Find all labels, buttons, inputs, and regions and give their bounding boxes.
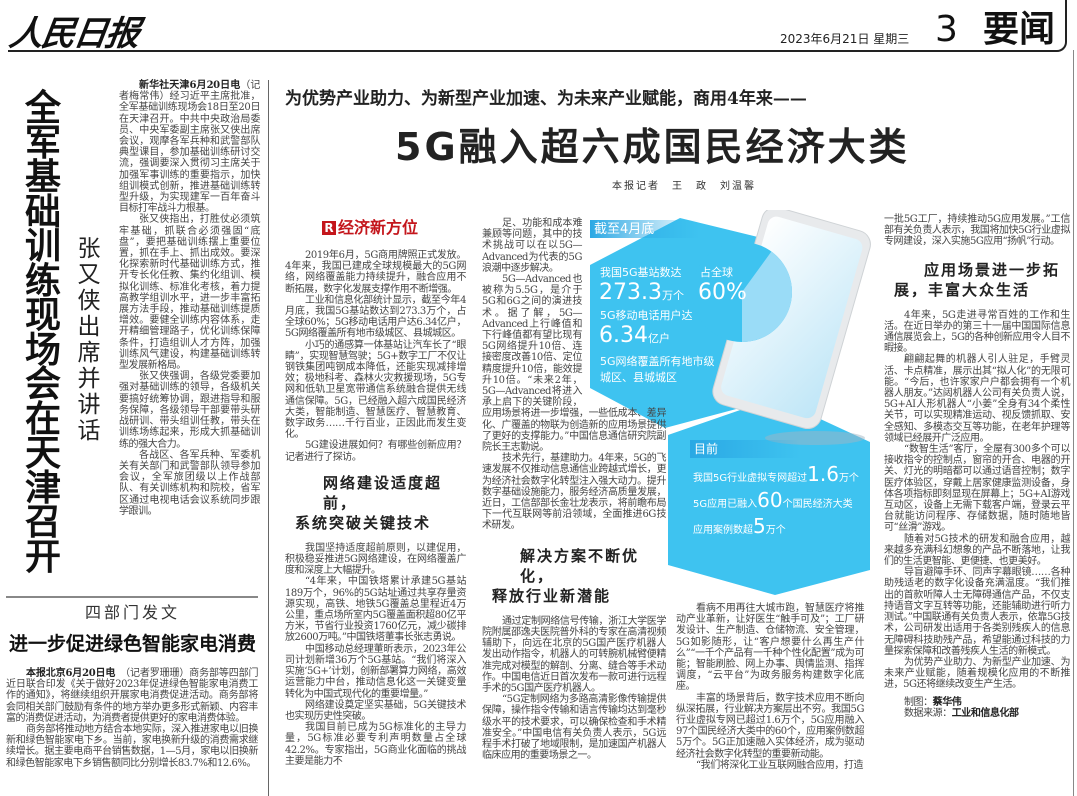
col2b-body: 通过定制网络信号传输，浙江大学医学院附属邵逸夫医院普外科的专家在高清视频辅助下，… bbox=[482, 615, 666, 762]
left-headline: 全军基础训练现场会在天津召开 bbox=[24, 88, 61, 578]
col1b-body: 我国坚持适度超前原则，以建促用，积极稳妥推进5G网络建设，在网络覆盖广度和深度上… bbox=[285, 542, 466, 767]
col2-body: 足、功能和成本难兼顾等问题，其中的技术挑战可以在以5G—Advanced为代表的… bbox=[482, 218, 666, 532]
stat1: 273.3万个 bbox=[599, 280, 684, 305]
column-1: R 经济新方位 2019年6月，5G商用牌照正式发放。4年来，我国已建成全球规模最… bbox=[285, 218, 466, 767]
bottom-headline: 进一步促进绿色智能家电消费 bbox=[8, 633, 256, 655]
section-name: 要闻 bbox=[983, 9, 1056, 50]
section-heading-3: 应用场景进一步拓 展，丰富大众生活 bbox=[894, 260, 1061, 299]
bottom-label-bar bbox=[690, 440, 800, 458]
paragraph: 张又侠指出，打胜仗必须筑牢基础，抓联合必须强固“底盘”，要把基础训练摆上重要位置… bbox=[119, 214, 260, 372]
page-number: 3 bbox=[935, 9, 958, 50]
divider bbox=[6, 596, 258, 598]
col4a-body: 一批5G工厂，持续推动5G应用发展。”工信部有关负责人表示，我国将加快5G行业虚… bbox=[884, 214, 1070, 248]
current-stat-3: 应用案例数超5万个 bbox=[693, 514, 786, 538]
column-label: R 经济新方位 bbox=[322, 218, 466, 238]
column-2: 足、功能和成本难兼顾等问题，其中的技术挑战可以在以5G—Advanced为代表的… bbox=[482, 218, 666, 761]
pie-slice-remainder bbox=[742, 251, 792, 342]
left-article-body: 新华社天津6月20日电（记者梅常伟）经习近平主席批准，全军基础训练现场会18日至… bbox=[119, 80, 260, 517]
column-divider bbox=[268, 80, 269, 796]
newspaper-logo: 人民日报 bbox=[6, 14, 141, 54]
stat2: 6.34亿户 bbox=[599, 323, 670, 348]
section-heading-1: 网络建设适度超前， 系统突破关键技术 bbox=[295, 473, 443, 532]
issue-date: 2023年6月21日 星期三 bbox=[780, 32, 910, 46]
section-heading-2: 解决方案不断优化， 释放行业新潜能 bbox=[492, 546, 640, 605]
paragraph: 张又侠强调，各级党委要加强对基础训练的领导，各级机关要搞好统筹协调，跟进指导和服… bbox=[119, 371, 260, 450]
top-label-bar bbox=[590, 220, 700, 238]
main-kicker: 为优势产业助力、为新型产业加速、为未来产业赋能，商用4年来—— bbox=[285, 89, 807, 109]
stat1-label: 我国5G基站数达 bbox=[600, 266, 682, 279]
paragraph: 各战区、各军兵种、军委机关有关部门和武警部队领导参加会议，全军旅团级以上作战部队… bbox=[119, 449, 260, 517]
paragraph: 商务部将推动地方结合本地实际，深入推进家电以旧换新和绿色智能家电下乡。当前，家电… bbox=[6, 724, 258, 769]
stat2-label: 5G移动电话用户达 bbox=[600, 309, 693, 322]
stat3: 5G网络覆盖所有地市级 城区、县城城区 bbox=[600, 355, 715, 384]
credits: 制图：蔡华伟 数据来源：工业和信息化部 bbox=[904, 696, 1019, 719]
dateline: 本报北京6月20日电 bbox=[26, 668, 116, 679]
column-4: 一批5G工厂，持续推动5G应用发展。”工信部有关负责人表示，我国将加快5G行业虚… bbox=[884, 214, 1070, 719]
byline: 本报记者 王 政 刘温馨 bbox=[612, 181, 756, 192]
bottom-label: 目前 bbox=[694, 442, 719, 456]
main-title: 5G融入超六成国民经济大类 bbox=[395, 125, 910, 169]
dateline: 新华社天津6月20日电 bbox=[139, 80, 241, 91]
page-edge bbox=[1073, 50, 1074, 796]
col3-body: 看病不用再往大城市跑，智慧医疗将推动产业革新，让好医生“触手可及”；工厂研发设计… bbox=[676, 603, 864, 771]
infographic-graphic bbox=[590, 210, 871, 595]
r-badge-icon: R bbox=[322, 221, 336, 235]
current-stat-2: 5G应用已融入60个国民经济大类 bbox=[693, 488, 853, 512]
top-label: 截至4月底 bbox=[594, 222, 655, 237]
current-stat-1: 我国5G行业虚拟专网超过1.6万个 bbox=[693, 462, 859, 486]
pie-label: 占全球 bbox=[700, 266, 733, 279]
col4-body: 4年来，5G走进寻常百姓的工作和生活。在近日举办的第三十一届中国国际信息通信展览… bbox=[884, 309, 1070, 691]
left-subhead: 张又侠出席并讲话 bbox=[77, 236, 101, 444]
bottom-article-body: 本报北京6月20日电 （记者罗珊珊）商务部等四部门近日联合印发《关于做好2023… bbox=[6, 668, 259, 769]
bottom-kicker: 四部门发文 bbox=[84, 603, 180, 622]
col1-body: 2019年6月，5G商用牌照正式发放。4年来，我国已建成全球规模最大的5G网络，… bbox=[285, 250, 466, 463]
pie-value: 60% bbox=[698, 280, 747, 305]
masthead-rule bbox=[8, 0, 1067, 52]
